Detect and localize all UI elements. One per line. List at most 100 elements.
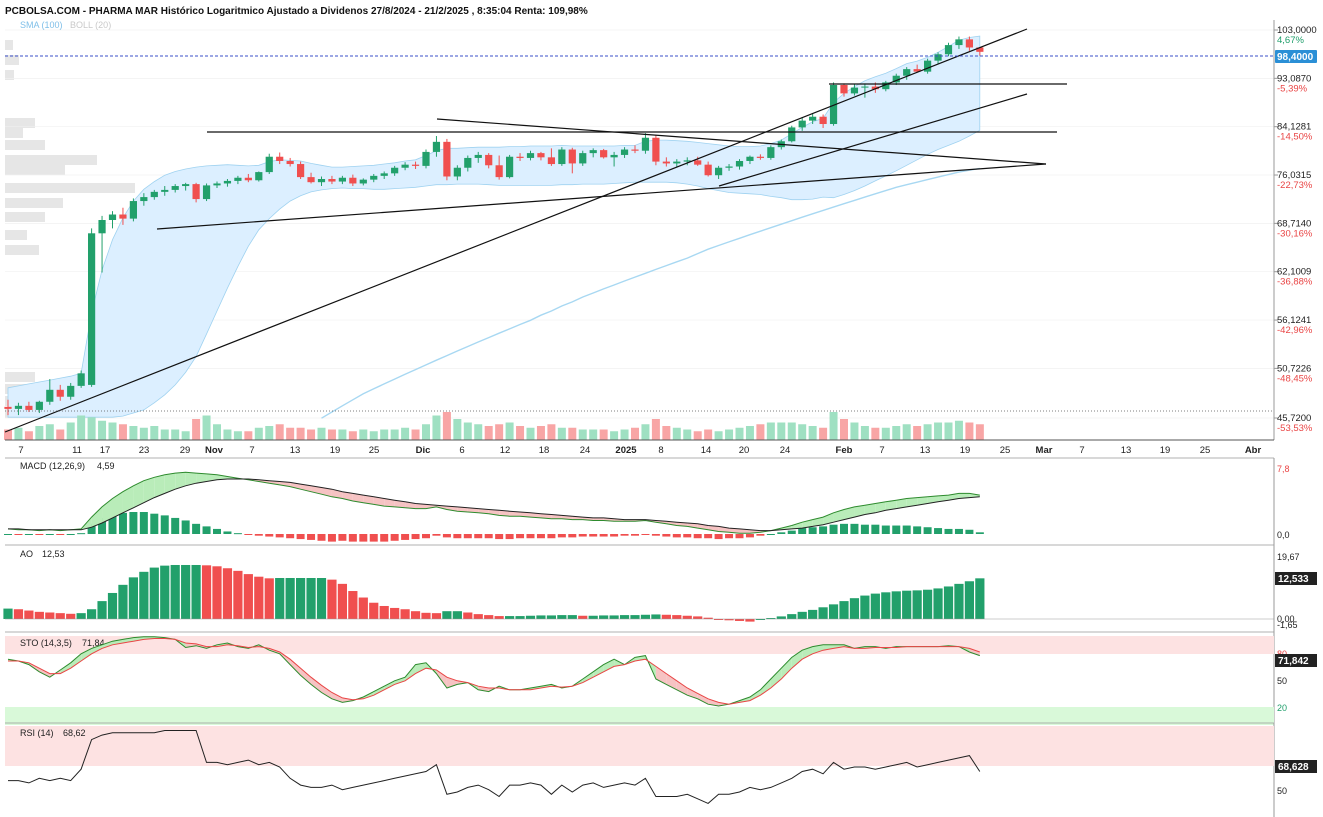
candle <box>464 155 472 172</box>
macd-hist-bar <box>620 534 629 536</box>
macd-hist-bar <box>359 534 368 542</box>
macd-fill-segment <box>206 473 217 482</box>
trendline-long-support <box>4 28 1028 433</box>
candle <box>4 399 12 416</box>
volume-bar <box>850 422 859 440</box>
macd-hist-bar <box>662 534 671 537</box>
volume-bar <box>808 426 817 440</box>
candle <box>98 215 106 273</box>
sto-fill-segment <box>791 650 803 669</box>
ao-bar <box>525 615 536 619</box>
ao-bar <box>3 608 13 619</box>
sto-d-line <box>8 638 980 705</box>
macd-hist-bar <box>610 534 619 537</box>
volume-bar <box>286 427 295 440</box>
price-tick-label: 62,1009 <box>1277 267 1311 278</box>
volume-bar <box>484 426 493 440</box>
ao-bar <box>734 619 745 621</box>
candle <box>924 58 932 74</box>
sto-badge: 71,842 <box>1278 656 1309 667</box>
candle <box>829 82 838 126</box>
sto-fill-segment <box>91 644 103 654</box>
candle <box>161 186 169 196</box>
volume-bar <box>160 429 169 440</box>
candle <box>129 198 137 222</box>
x-tick-label: 24 <box>580 445 591 456</box>
x-tick-label: 20 <box>739 445 750 456</box>
macd-hist-bar <box>557 534 566 538</box>
ao-bar <box>254 576 264 619</box>
volume-bar <box>787 422 796 440</box>
volume-profile-bar <box>5 118 35 128</box>
legend-boll: BOLL (20) <box>70 20 111 30</box>
volume-bar <box>35 426 44 440</box>
volume-bar <box>307 429 316 440</box>
x-tick-label: 12 <box>500 445 511 456</box>
macd-hist-bar <box>568 534 577 538</box>
macd-hist-bar <box>307 534 316 540</box>
macd-hist-bar <box>871 524 880 534</box>
sto-fill-segment <box>436 670 447 688</box>
volume-bar <box>87 417 96 440</box>
candle <box>934 52 942 64</box>
volume-bar <box>777 422 786 440</box>
volume-bar <box>641 424 650 440</box>
macd-hist-bar <box>965 529 974 534</box>
candle <box>150 189 158 200</box>
macd-hist-bar <box>651 534 660 536</box>
macd-fill-segment <box>457 506 468 512</box>
macd-hist-bar <box>892 525 901 534</box>
volume-profile-bar <box>5 70 14 80</box>
sto-fill-segment <box>760 679 771 696</box>
macd-hist-bar <box>411 534 420 540</box>
sto-fill-segment <box>331 692 343 703</box>
macd-hist-bar <box>808 527 817 534</box>
macd-hist-bar <box>819 526 828 534</box>
volume-bar <box>610 431 619 440</box>
candle <box>558 147 566 166</box>
macd-label: MACD (12,26,9) <box>20 461 85 471</box>
volume-profile-bar <box>5 372 35 382</box>
ao-bar <box>139 571 149 619</box>
candle <box>370 173 378 183</box>
x-tick-label: 13 <box>290 445 301 456</box>
x-tick-label: 7 <box>1079 445 1084 456</box>
macd-fill-segment <box>154 474 165 498</box>
volume-bar <box>369 431 378 440</box>
candle <box>255 171 263 182</box>
sto-fill-segment <box>373 686 385 696</box>
macd-fill-segment <box>175 472 186 490</box>
macd-hist-bar <box>516 534 525 539</box>
candle <box>56 384 64 401</box>
macd-fill-segment <box>415 503 426 509</box>
macd-fill-segment <box>279 481 291 487</box>
macd-fill-segment <box>958 493 970 499</box>
candle <box>380 171 388 180</box>
macd-hist-bar <box>536 534 545 539</box>
macd-fill-segment <box>102 498 113 523</box>
sto-fill-segment <box>102 641 113 649</box>
price-tick-pct: -53,53% <box>1277 423 1313 434</box>
ao-bar <box>515 616 525 619</box>
candle <box>338 175 346 185</box>
ao-bar <box>452 611 462 619</box>
ao-bar <box>306 578 316 619</box>
macd-fill-segment <box>196 473 207 484</box>
volume-bar <box>171 429 180 440</box>
macd-hist-bar <box>829 524 838 534</box>
candle <box>882 80 890 92</box>
macd-fill-segment <box>164 473 176 494</box>
macd-hist-bar <box>798 528 807 534</box>
candle <box>725 164 733 171</box>
ao-bar <box>400 609 410 619</box>
macd-hist-bar <box>244 534 253 535</box>
macd-fill-segment <box>844 506 855 520</box>
candle <box>631 145 639 154</box>
macd-hist-bar <box>881 525 890 534</box>
ao-bar <box>902 590 912 619</box>
rsi-badge: 68,628 <box>1278 762 1309 773</box>
volume-bar <box>913 426 922 440</box>
price-tick-pct: -36,88% <box>1277 277 1313 288</box>
ao-bar <box>410 611 421 619</box>
